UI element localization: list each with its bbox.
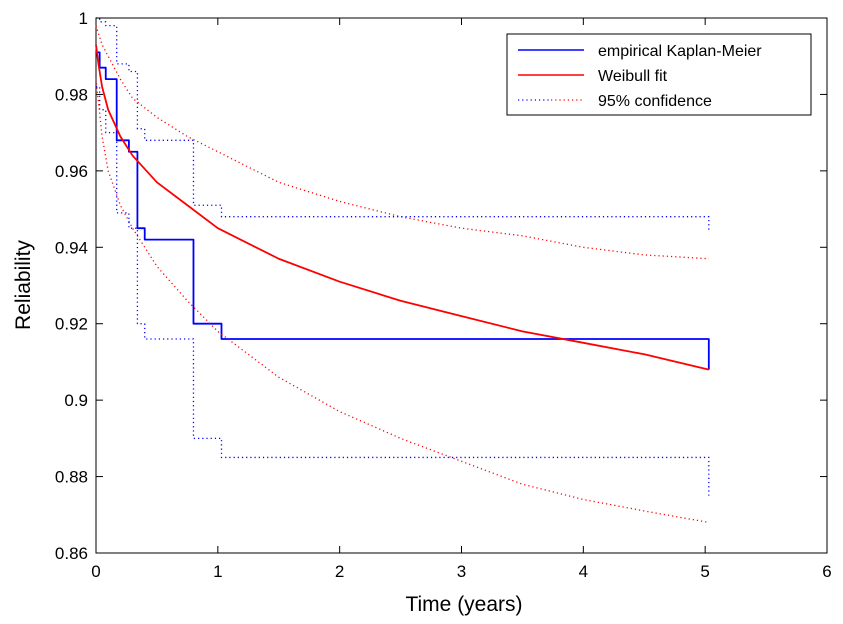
legend-label-weibull-fit: Weibull fit [598, 68, 668, 85]
y-tick-label: 1 [79, 9, 88, 28]
series-line-weibull-fit [95, 44, 710, 371]
legend-label-kaplan-meier: empirical Kaplan-Meier [598, 43, 762, 60]
x-tick-label: 5 [700, 562, 709, 581]
x-tick-label: 6 [822, 562, 831, 581]
series-line-weibull-lower-95-bound [95, 79, 709, 524]
y-tick-label: 0.92 [55, 315, 88, 334]
x-tick-label: 4 [579, 562, 588, 581]
y-tick-label: 0.94 [55, 238, 88, 257]
x-tick-label: 1 [213, 562, 222, 581]
y-tick-label: 0.98 [55, 85, 88, 104]
legend-label-confidence: 95% confidence [598, 93, 712, 110]
x-axis-label: Time (years) [405, 593, 522, 616]
x-tick-label: 0 [91, 562, 100, 581]
series-line-kaplan-meier-upper-95-bound [96, 17, 710, 232]
y-tick-label: 0.96 [55, 162, 88, 181]
x-tick-label: 3 [457, 562, 466, 581]
y-tick-label: 0.9 [64, 391, 88, 410]
y-tick-label: 0.86 [55, 544, 88, 563]
series-layer [95, 17, 710, 524]
legend: empirical Kaplan-Meier Weibull fit 95% c… [506, 33, 812, 116]
y-axis-label: Reliability [12, 240, 35, 330]
y-tick-label: 0.88 [55, 468, 88, 487]
series-line-empirical-kaplan-meier [96, 51, 710, 370]
axes-layer: 0 1 2 3 4 5 6 0.86 0.88 0.9 0.92 0.94 0.96 0.98 1 [55, 9, 832, 581]
x-tick-label: 2 [335, 562, 344, 581]
